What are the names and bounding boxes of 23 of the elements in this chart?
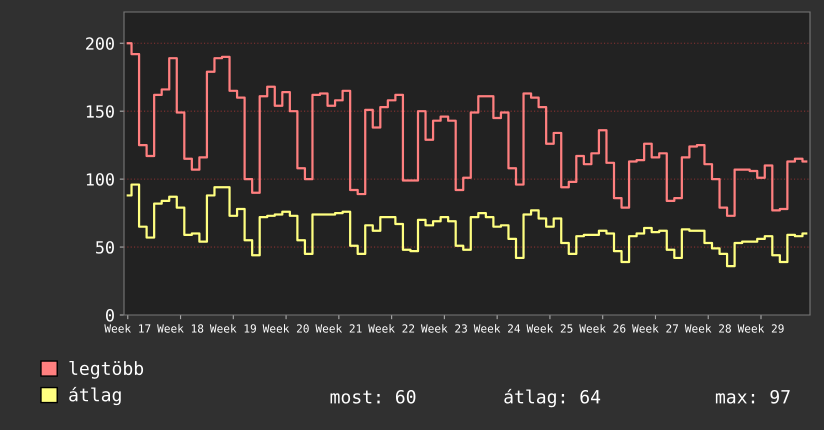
x-tick-label: Week 20 [262, 324, 309, 333]
y-tick-label: 0 [106, 309, 114, 322]
y-tick-label: 200 [86, 37, 114, 50]
y-tick-label: 50 [96, 241, 114, 254]
legend-label: átlag [69, 386, 121, 406]
x-tick-label: Week 29 [738, 324, 784, 333]
x-tick-label: Week 28 [684, 324, 731, 333]
x-tick-label: Week 25 [526, 324, 572, 333]
x-tick-label: Week 19 [210, 324, 256, 333]
x-tick-label: Week 24 [474, 324, 520, 333]
x-tick-label: Week 23 [420, 324, 467, 333]
y-tick-label: 150 [86, 105, 114, 118]
x-tick-label: Week 22 [368, 324, 414, 333]
text: most: 60 [330, 390, 416, 404]
text: átlag: 64 [504, 388, 600, 408]
y-tick-label: 100 [86, 173, 114, 186]
x-tick-label: Week 17 [104, 324, 150, 333]
x-tick-label: Week 18 [157, 324, 204, 333]
x-tick-label: Week 27 [632, 324, 678, 333]
text: max: 97 [716, 390, 790, 404]
legend-label: legtöbb [69, 361, 144, 379]
x-tick-label: Week 26 [579, 324, 626, 333]
x-tick-label: Week 21 [315, 324, 362, 333]
